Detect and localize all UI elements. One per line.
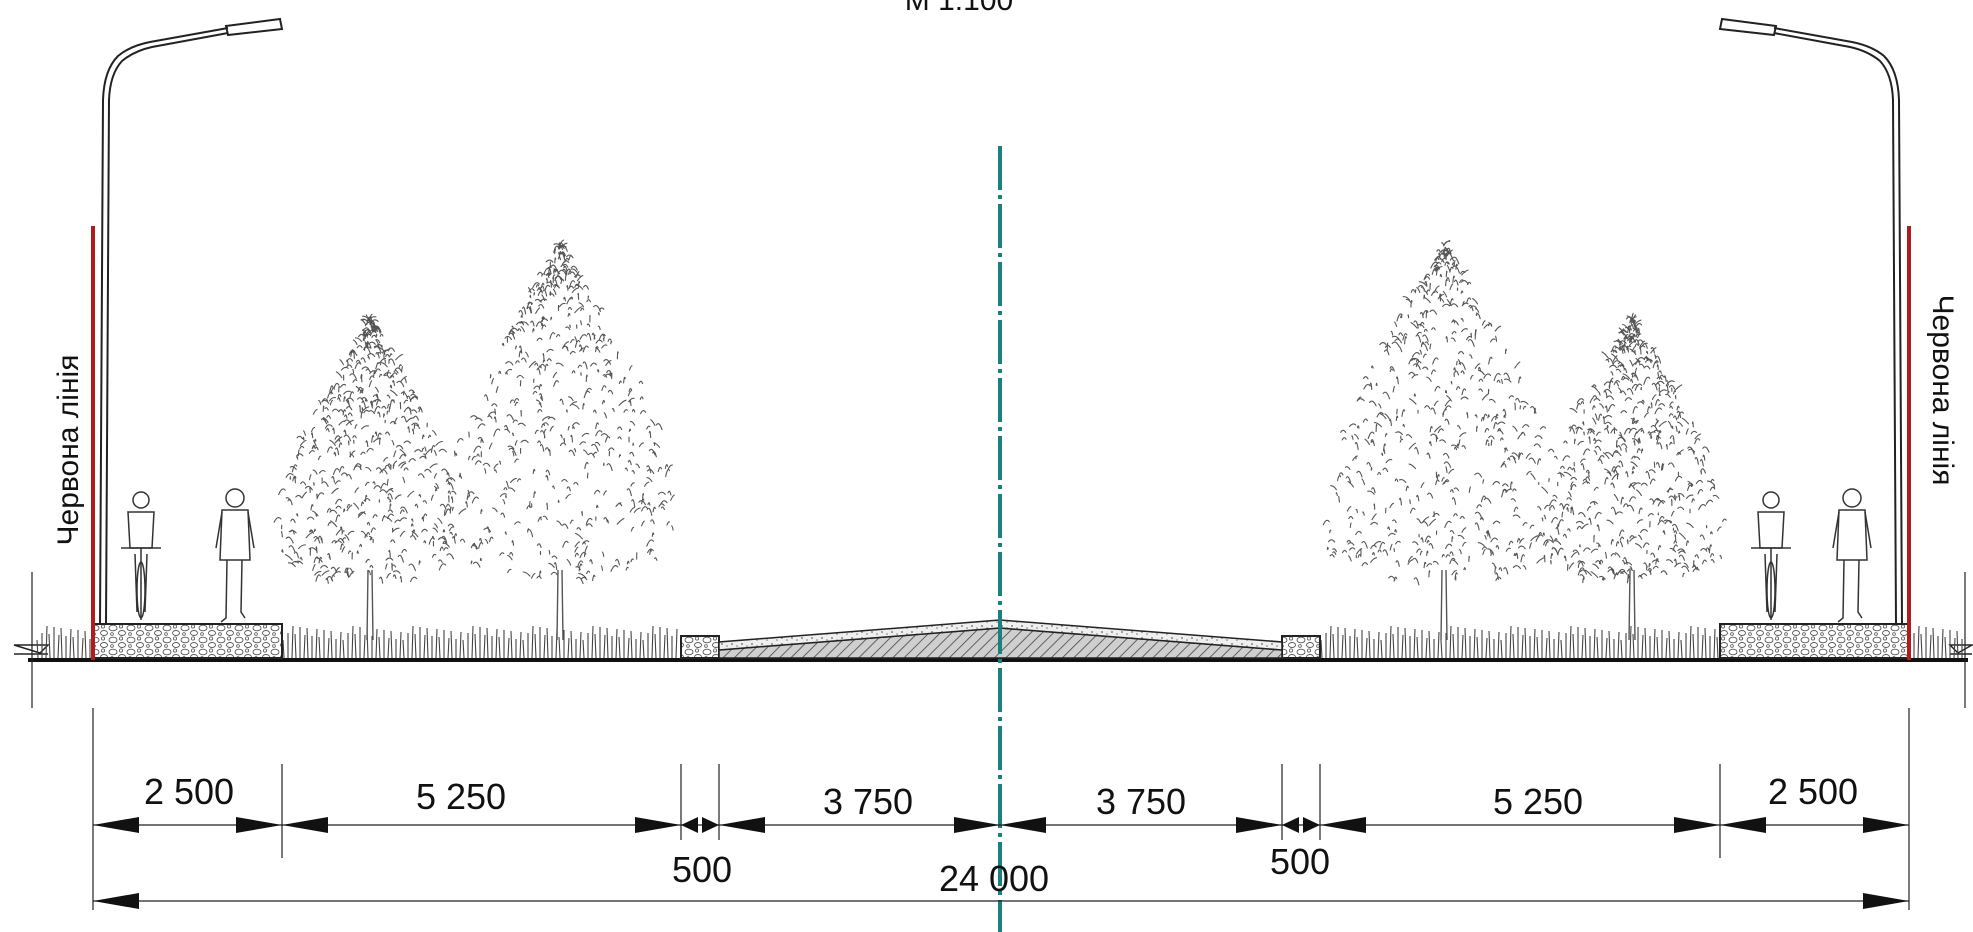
- curb-left: [680, 635, 720, 659]
- sidewalk-right: [1719, 623, 1909, 659]
- level-mark-left: [13, 644, 50, 655]
- dim-total-width: 24 000: [939, 858, 1049, 899]
- dim-green-strip-right: 5 250: [1493, 781, 1583, 822]
- dimension-extension-lines: [92, 708, 1910, 910]
- dim-green-strip-left: 5 250: [416, 776, 506, 817]
- grass-strips: [36, 625, 1963, 659]
- dim-curb-right: 500: [1270, 841, 1330, 882]
- dimension-arrows: [93, 817, 1909, 909]
- tree: [273, 313, 467, 641]
- street-light-right: [1718, 17, 1903, 625]
- tree: [441, 239, 675, 641]
- curb-right: [1281, 635, 1321, 659]
- dim-sidewalk-left: 2 500: [144, 771, 234, 812]
- pedestrian-figure: [1832, 488, 1872, 623]
- cyclist-figure: [121, 491, 161, 620]
- trees-group: [273, 239, 1727, 641]
- sidewalk-left: [93, 623, 283, 659]
- cyclist-figure: [1751, 491, 1791, 620]
- pedestrian-figure: [215, 488, 255, 623]
- scale-label: М 1:100: [905, 0, 1013, 17]
- dim-sidewalk-right: 2 500: [1768, 771, 1858, 812]
- street-light-left: [99, 17, 284, 625]
- tree: [1322, 239, 1560, 641]
- dim-lane-left: 3 750: [823, 781, 913, 822]
- people-group: [121, 488, 1872, 623]
- dim-lane-right: 3 750: [1096, 781, 1186, 822]
- level-mark-right: [1948, 644, 1973, 655]
- red-line-label-right: Червона лінія: [1926, 295, 1959, 486]
- dim-curb-left: 500: [672, 849, 732, 890]
- red-line-label-left: Червона лінія: [52, 355, 85, 546]
- tree: [1535, 312, 1727, 641]
